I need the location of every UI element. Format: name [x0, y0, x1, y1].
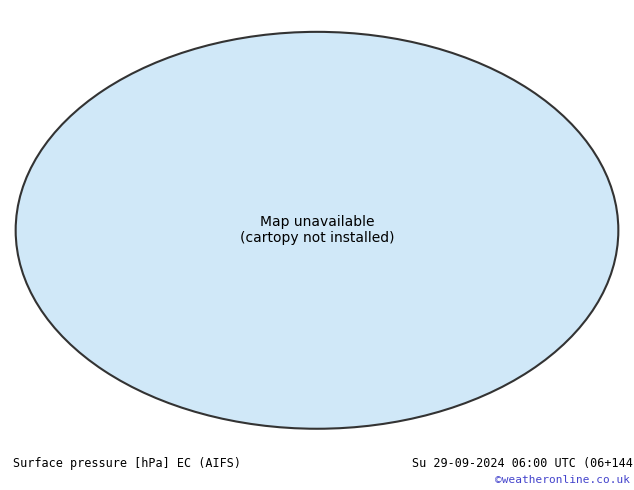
Text: ©weatheronline.co.uk: ©weatheronline.co.uk [495, 475, 630, 485]
Text: Su 29-09-2024 06:00 UTC (06+144): Su 29-09-2024 06:00 UTC (06+144) [412, 457, 634, 470]
Text: Surface pressure [hPa] EC (AIFS): Surface pressure [hPa] EC (AIFS) [13, 457, 241, 470]
Text: Map unavailable
(cartopy not installed): Map unavailable (cartopy not installed) [240, 215, 394, 245]
Ellipse shape [16, 32, 618, 429]
